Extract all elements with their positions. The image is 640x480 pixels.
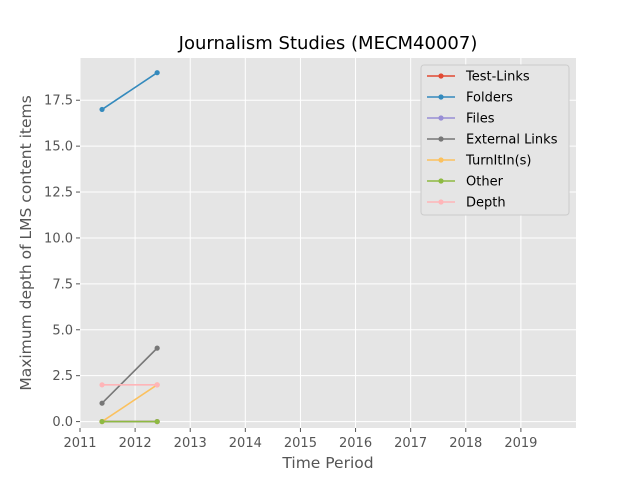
series-folders <box>99 70 160 113</box>
x-tick-label: 2019 <box>504 436 537 451</box>
legend-marker <box>438 178 444 184</box>
data-point <box>99 418 105 425</box>
legend-label: Folders <box>466 91 513 106</box>
x-axis-label: Time Period <box>281 454 373 472</box>
x-tick-label: 2015 <box>284 436 317 451</box>
legend-item: TurnItIn(s) <box>427 154 531 169</box>
legend-label: Other <box>466 175 504 190</box>
legend-label: TurnItIn(s) <box>465 154 531 169</box>
y-tick-label: 7.5 <box>52 277 73 292</box>
data-point <box>154 418 160 425</box>
y-tick-label: 2.5 <box>52 369 73 384</box>
legend-marker <box>438 157 444 163</box>
series-depth <box>99 382 160 388</box>
series-other <box>99 418 160 425</box>
data-point <box>154 345 160 351</box>
legend-marker <box>438 73 444 79</box>
data-point <box>154 382 160 388</box>
chart-title: Journalism Studies (MECM40007) <box>178 33 478 54</box>
data-point <box>99 106 105 113</box>
y-tick-label: 12.5 <box>44 186 73 201</box>
x-tick-label: 2013 <box>174 436 207 451</box>
legend-marker <box>438 94 444 100</box>
legend-item: Depth <box>427 196 506 211</box>
series-line <box>101 347 158 404</box>
x-tick-label: 2017 <box>394 436 427 451</box>
y-tick-label: 0.0 <box>52 415 73 430</box>
x-tick-label: 2018 <box>449 436 482 451</box>
legend-label: External Links <box>466 133 558 148</box>
legend-label: Test-Links <box>465 70 530 85</box>
y-axis-ticks: 0.0 2.5 5.0 7.5 10.0 12.5 15.0 17.5 <box>44 94 80 430</box>
legend-item: Files <box>427 112 495 127</box>
x-tick-label: 2011 <box>63 436 96 451</box>
series-line <box>101 384 158 423</box>
y-tick-label: 15.0 <box>44 140 73 155</box>
series-layer <box>99 70 160 425</box>
legend-item: Folders <box>427 91 513 106</box>
legend-item: Other <box>427 175 504 190</box>
legend-marker <box>438 115 444 121</box>
y-axis-label: Maximum depth of LMS content items <box>17 95 35 390</box>
legend-box <box>420 64 570 216</box>
y-tick-label: 5.0 <box>52 323 73 338</box>
legend-item: Test-Links <box>427 70 530 85</box>
series-external-links <box>99 345 160 406</box>
x-tick-label: 2012 <box>119 436 152 451</box>
legend-marker <box>438 199 444 205</box>
y-tick-label: 10.0 <box>44 231 73 246</box>
data-point <box>99 400 105 406</box>
x-tick-label: 2014 <box>229 436 262 451</box>
y-tick-label: 17.5 <box>44 94 73 109</box>
data-point <box>99 382 105 388</box>
legend: Test-Links Folders Files External Links Turn… <box>420 64 570 216</box>
legend-label: Files <box>466 112 495 127</box>
legend-marker <box>438 136 444 142</box>
series-line <box>101 72 158 111</box>
x-tick-label: 2016 <box>339 436 372 451</box>
legend-item: External Links <box>427 133 558 148</box>
legend-label: Depth <box>466 196 506 211</box>
data-point <box>154 70 160 76</box>
x-axis-ticks: 2011 2012 2013 2014 2015 2016 2017 2018 2019 <box>63 428 537 451</box>
